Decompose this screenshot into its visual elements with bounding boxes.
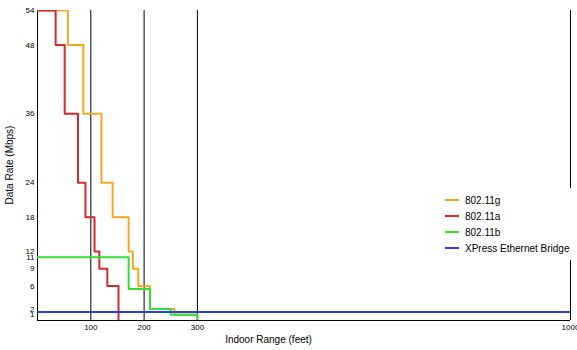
html-text:Indoor Range (feet): Indoor Range (feet) bbox=[225, 334, 312, 345]
svg-text:300: 300 bbox=[191, 323, 205, 332]
svg-text:18: 18 bbox=[26, 213, 35, 222]
svg-text:200: 200 bbox=[137, 323, 151, 332]
svg-text:48: 48 bbox=[26, 41, 35, 50]
svg-text:2: 2 bbox=[30, 305, 35, 314]
svg-text:1: 1 bbox=[30, 310, 35, 320]
html-text:802.11a: 802.11a bbox=[465, 210, 501, 222]
svg-text:9: 9 bbox=[30, 264, 35, 273]
html-text:802.11g: 802.11g bbox=[465, 194, 501, 206]
svg-text:24: 24 bbox=[26, 178, 35, 187]
svg-text:6: 6 bbox=[30, 282, 35, 291]
html-text:XPress Ethernet Bridge: XPress Ethernet Bridge bbox=[465, 242, 570, 254]
html-text:802.11b: 802.11b bbox=[465, 226, 501, 238]
html-text:Data Rate (Mbps): Data Rate (Mbps) bbox=[3, 125, 15, 205]
svg-text:36: 36 bbox=[26, 109, 35, 118]
svg-text:100: 100 bbox=[84, 323, 98, 332]
svg-text:12: 12 bbox=[26, 247, 35, 256]
svg-text:54: 54 bbox=[26, 6, 35, 15]
svg-text:1000: 1000 bbox=[562, 323, 577, 332]
svg-text:11: 11 bbox=[26, 252, 35, 262]
